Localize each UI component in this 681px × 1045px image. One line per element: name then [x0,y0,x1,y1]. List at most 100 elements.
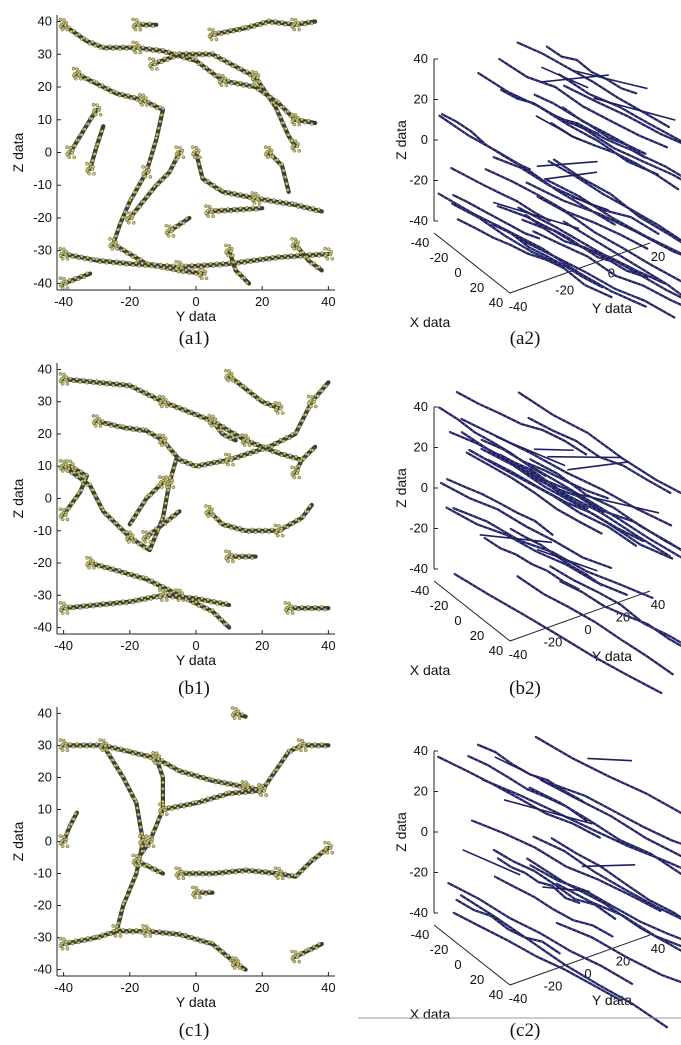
bead-point [221,949,225,953]
bead-point [115,227,120,232]
bead-cluster-point [91,413,96,418]
bead-point [320,251,324,255]
bead-cluster-point [93,423,98,428]
bead-point [266,197,270,201]
bead-cluster-point [63,942,68,947]
bead-point [298,255,303,259]
bead-point [187,54,192,58]
y-tick-label: -20 [555,282,574,297]
bead-point [174,157,179,162]
bead-point [156,182,161,187]
bead-point [228,28,233,32]
bead-point [118,930,122,935]
bead-cluster-point [297,247,302,251]
bead-point [126,573,131,577]
bead-point [227,260,231,265]
bead-point [183,769,188,774]
bead-point [215,796,219,801]
bead-point [204,418,209,422]
bead-point [257,205,261,209]
bead-cluster-point [157,433,162,437]
bead-cluster-point [290,956,295,961]
bead-cluster-point [75,67,79,71]
bead-point [87,42,92,46]
bead-point [147,580,151,584]
bead-point [130,386,135,390]
bead-point [289,750,293,754]
bead-point [114,763,119,768]
bead-cluster-point [209,210,213,214]
bead-point [199,61,204,66]
bead-point [207,54,211,58]
bead-point [161,800,165,804]
bead-point [271,402,275,407]
bead-point [235,209,240,213]
bead-cluster-point [300,738,305,743]
bead-point [185,801,189,806]
y-tick-label: -20 [544,635,563,650]
bead-point [241,84,246,88]
bead-point [155,581,160,585]
bead-point [131,263,135,268]
y-tick-label: -10 [33,177,52,192]
bead-point [113,745,117,749]
bead-cluster-point [91,420,96,425]
bead-point [73,143,77,148]
bead-point [316,607,321,612]
bead-cluster-point [129,535,134,540]
bead-cluster-point [90,167,94,172]
bead-point [105,564,110,569]
bead-point [161,514,166,518]
bead-point [277,22,281,26]
bead-point [320,605,324,609]
y-tick-label: -10 [33,866,52,881]
bead-point [283,23,288,27]
fiber-branch-3d [542,886,590,893]
bead-point [130,791,134,795]
bead-point [70,941,75,946]
fiber-highlight-3d [469,449,637,546]
bead-point [128,44,132,48]
bead-cluster-point [58,943,63,948]
bead-point [273,257,278,261]
bead-point [76,138,81,143]
bead-point [257,868,261,872]
bead-cluster-point [193,155,197,159]
bead-point [242,261,247,265]
bead-point [245,69,249,73]
bead-cluster-point [227,369,232,373]
bead-cluster-point [224,250,228,255]
bead-cluster-point [280,876,285,881]
bead-point [144,427,149,432]
bead-cluster-point [60,517,65,522]
x-tick-label: 0 [454,957,461,972]
bead-point [229,81,234,86]
bead-cluster-point [124,530,129,534]
bead-point [287,436,292,440]
bead-cluster-point [58,738,63,742]
y-tick-label: 40 [38,705,52,720]
fiber-highlight-3d [451,167,550,222]
bead-point [280,20,284,24]
bead-point [197,465,201,469]
bead-point [174,593,178,597]
bead-point [252,257,256,261]
bead-cluster-point [328,846,333,851]
bead-point [162,56,167,60]
bead-point [117,93,122,98]
bead-point [100,83,105,87]
bead-point [308,252,312,256]
bead-point [194,873,198,877]
bead-point [263,527,268,532]
bead-point [210,51,215,55]
bead-point [94,494,98,498]
x-tick-label: -20 [120,294,139,309]
bead-point [104,261,109,265]
bead-point [71,501,75,506]
bead-cluster-point [148,834,152,839]
bead-point [177,405,182,409]
caption-b1: (b1) [178,678,210,699]
fiber-strand [193,150,324,214]
z-axis-label: Z data [393,468,409,508]
